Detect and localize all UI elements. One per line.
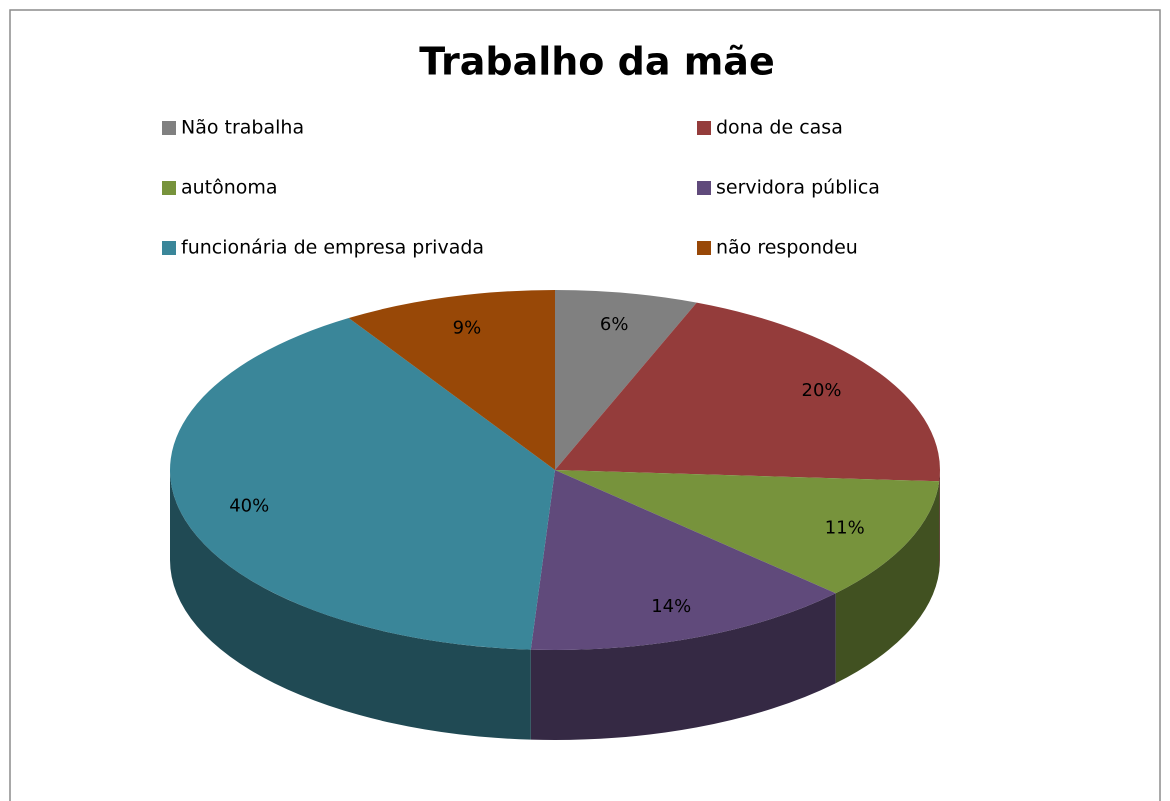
slice-side — [939, 470, 940, 572]
legend-swatch — [697, 121, 711, 135]
slice — [530, 470, 836, 651]
legend-swatch — [162, 121, 176, 135]
slice — [169, 318, 556, 650]
data-label: 20% — [802, 380, 842, 401]
chart-title: Trabalho da mãe — [419, 40, 774, 84]
data-label: 40% — [229, 496, 269, 517]
slice-side — [530, 593, 836, 741]
legend-label: não respondeu — [716, 237, 858, 259]
legend-swatch — [162, 181, 176, 195]
slice — [348, 290, 555, 470]
slice — [555, 302, 941, 482]
legend-swatch — [162, 241, 176, 255]
data-label: 6% — [600, 314, 629, 335]
legend-label: autônoma — [181, 177, 278, 199]
slice-side — [170, 470, 531, 740]
data-label: 11% — [825, 518, 865, 539]
data-label: 14% — [651, 596, 691, 617]
data-label: 9% — [453, 317, 482, 338]
legend-label: Não trabalha — [181, 117, 304, 139]
legend-label: dona de casa — [716, 117, 843, 139]
legend-swatch — [697, 181, 711, 195]
slice — [555, 470, 940, 594]
slice — [555, 290, 697, 470]
legend-label: servidora pública — [716, 177, 880, 199]
slice-side — [835, 481, 940, 684]
legend-swatch — [697, 241, 711, 255]
legend-label: funcionária de empresa privada — [181, 237, 484, 259]
